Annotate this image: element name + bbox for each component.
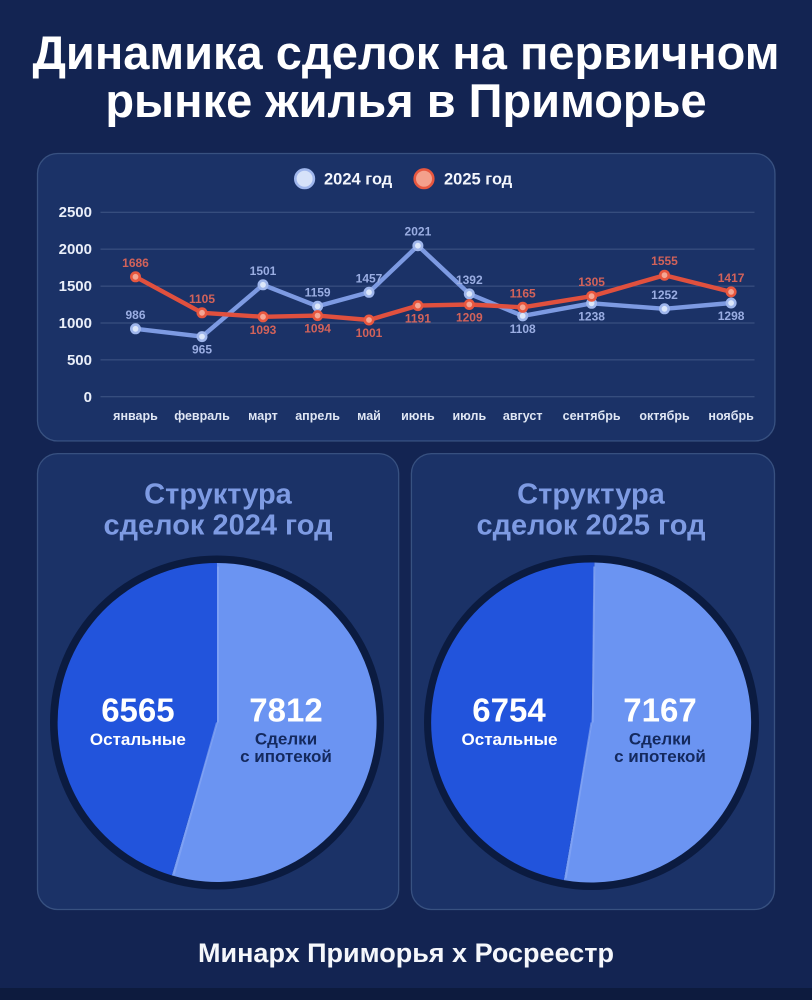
svg-text:1298: 1298: [718, 309, 745, 323]
svg-text:с ипотекой: с ипотекой: [614, 747, 706, 766]
svg-text:Сделки: Сделки: [629, 730, 691, 749]
svg-text:1457: 1457: [356, 271, 383, 285]
svg-text:1001: 1001: [356, 326, 383, 340]
svg-text:1000: 1000: [59, 315, 92, 332]
svg-text:август: август: [503, 409, 543, 423]
svg-text:Остальные: Остальные: [462, 730, 558, 749]
svg-text:октябрь: октябрь: [639, 409, 690, 423]
svg-text:6754: 6754: [472, 692, 546, 729]
svg-text:1159: 1159: [305, 285, 331, 299]
svg-text:1500: 1500: [59, 278, 92, 295]
svg-text:1305: 1305: [578, 275, 605, 289]
svg-text:апрель: апрель: [295, 409, 340, 423]
svg-text:6565: 6565: [101, 692, 174, 729]
svg-text:с ипотекой: с ипотекой: [240, 747, 332, 766]
svg-text:1238: 1238: [578, 309, 605, 323]
svg-text:986: 986: [125, 308, 145, 322]
svg-text:июль: июль: [452, 409, 486, 423]
svg-text:март: март: [248, 409, 278, 423]
svg-text:1501: 1501: [250, 264, 277, 278]
svg-text:1392: 1392: [456, 273, 483, 287]
svg-text:1108: 1108: [510, 322, 536, 336]
svg-text:ноябрь: ноябрь: [708, 409, 754, 423]
svg-text:1093: 1093: [250, 323, 277, 337]
svg-text:1555: 1555: [651, 254, 678, 268]
svg-text:сделок 2025 год: сделок 2025 год: [477, 510, 706, 542]
svg-text:1417: 1417: [718, 271, 745, 285]
svg-text:сделок 2024 год: сделок 2024 год: [104, 510, 333, 542]
svg-text:май: май: [357, 409, 381, 423]
svg-text:Сделки: Сделки: [255, 730, 317, 749]
svg-text:1252: 1252: [651, 288, 678, 302]
svg-text:2024 год: 2024 год: [324, 171, 393, 189]
svg-text:1209: 1209: [456, 311, 483, 325]
svg-text:1165: 1165: [510, 286, 536, 300]
svg-text:7812: 7812: [249, 692, 322, 729]
svg-text:Динамика сделок на первичном: Динамика сделок на первичном: [32, 26, 779, 79]
svg-text:Структура: Структура: [517, 479, 666, 511]
svg-text:рынке жилья в Приморье: рынке жилья в Приморье: [105, 74, 706, 127]
svg-text:1105: 1105: [189, 292, 215, 306]
svg-text:7167: 7167: [623, 692, 696, 729]
svg-text:июнь: июнь: [401, 409, 435, 423]
svg-text:январь: январь: [113, 409, 158, 423]
svg-text:февраль: февраль: [174, 409, 230, 423]
svg-text:500: 500: [67, 352, 92, 369]
svg-text:1191: 1191: [405, 312, 431, 326]
svg-text:1686: 1686: [122, 256, 149, 270]
svg-text:2000: 2000: [59, 241, 92, 258]
svg-text:сентябрь: сентябрь: [563, 409, 621, 423]
svg-text:Остальные: Остальные: [90, 730, 186, 749]
svg-text:2025 год: 2025 год: [444, 171, 513, 189]
svg-text:2021: 2021: [405, 225, 432, 239]
svg-text:2500: 2500: [59, 204, 92, 221]
svg-text:Минарх Приморья x Росреестр: Минарх Приморья x Росреестр: [198, 938, 614, 968]
svg-text:Структура: Структура: [144, 479, 293, 511]
svg-text:0: 0: [84, 389, 92, 406]
svg-text:1094: 1094: [304, 322, 331, 336]
svg-text:965: 965: [192, 343, 212, 357]
